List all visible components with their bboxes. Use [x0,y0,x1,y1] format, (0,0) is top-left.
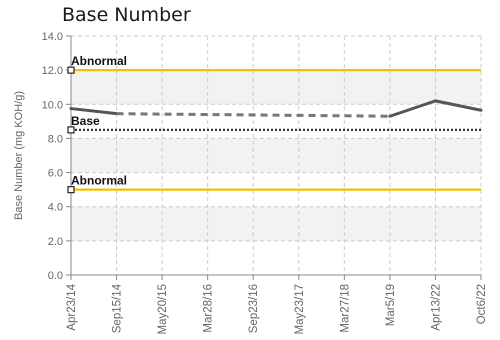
x-tick-label: May20/15 [157,284,169,335]
x-tick-label: Mar5/19 [385,284,397,326]
y-tick-label: 0.0 [48,270,63,282]
x-tick-label: Apr13/22 [430,284,442,331]
reference-marker [67,66,75,74]
series-segment [433,99,483,112]
chart-title: Base Number [62,4,191,26]
background-band [71,70,481,105]
x-tick-label: May23/17 [294,284,306,335]
reference-label: Abnormal [71,54,127,68]
x-tick-label: Sep15/14 [112,283,124,333]
reference-lines: Abnormal Base Abnormal [67,54,481,194]
x-tick-label: Mar28/16 [203,284,215,333]
x-tick-labels: Apr23/14 Sep15/14 May20/15 Mar28/16 Sep23/16… [66,283,488,334]
background-band [71,138,481,173]
reference-label: Base [71,114,100,128]
series-dashed-segment [116,112,390,118]
reference-marker [67,126,75,134]
background-band [71,206,481,241]
axes [66,35,482,280]
background-bands [71,70,481,241]
y-tick-label: 6.0 [48,168,63,180]
y-axis-label: Base Number (mg KOH/g) [13,91,25,220]
reference-marker [67,186,75,194]
x-tick-label: Oct6/22 [476,284,488,324]
y-tick-label: 4.0 [48,202,63,214]
series-segment [388,99,437,118]
y-tick-label: 2.0 [48,236,63,248]
y-tick-label: 14.0 [42,31,63,43]
y-tick-label: 8.0 [48,133,63,145]
y-tick-label: 10.0 [42,99,63,111]
series-segment [69,107,119,116]
x-tick-label: Sep23/16 [248,284,260,333]
x-tick-label: Mar27/18 [339,284,351,333]
reference-label: Abnormal [71,174,127,188]
series-lines [69,99,483,118]
y-tick-label: 12.0 [42,65,63,77]
x-tick-label: Apr23/14 [66,283,78,330]
y-tick-labels: 0.0 2.0 4.0 6.0 8.0 10.0 12.0 14.0 [42,31,63,282]
